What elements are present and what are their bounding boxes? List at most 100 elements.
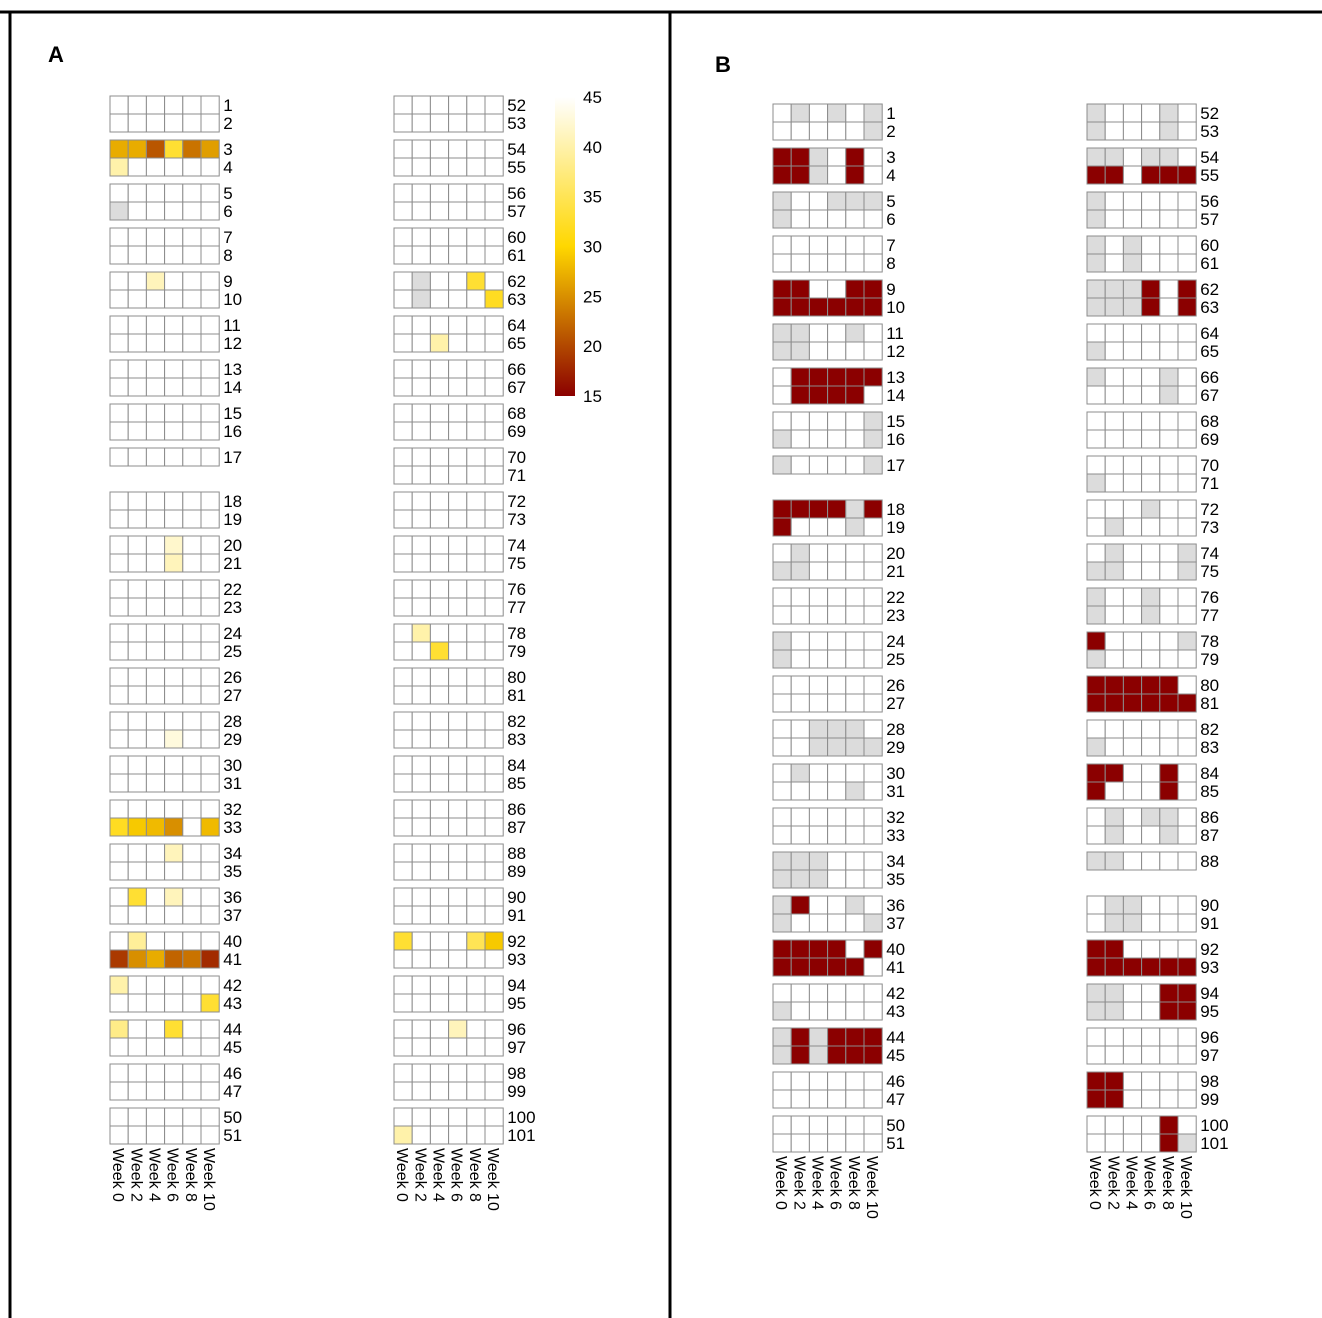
- heatmap-cell: [827, 1071, 847, 1091]
- heatmap-cell: [772, 939, 792, 959]
- row-label: 44: [223, 1020, 242, 1039]
- row-label: 93: [1200, 958, 1219, 977]
- heatmap-cell: [411, 447, 431, 467]
- heatmap-cell: [448, 553, 468, 573]
- heatmap-cell: [790, 165, 810, 185]
- heatmap-cell: [1177, 587, 1197, 607]
- heatmap-cell: [1159, 1001, 1179, 1021]
- heatmap-cell: [1122, 693, 1143, 713]
- heatmap-cell: [393, 1037, 413, 1057]
- heatmap-cell: [200, 905, 220, 925]
- heatmap-cell: [164, 447, 184, 467]
- heatmap-cell: [827, 191, 847, 211]
- heatmap-cell: [863, 869, 883, 889]
- heatmap-cell: [808, 235, 829, 255]
- column-label: Week 0: [1086, 1156, 1103, 1210]
- heatmap-cell: [1104, 517, 1124, 537]
- heatmap-cell: [448, 931, 468, 951]
- row-label: 54: [507, 140, 526, 159]
- row-label: 83: [507, 730, 526, 749]
- heatmap-cell: [1086, 1089, 1106, 1109]
- heatmap-cell: [145, 491, 166, 511]
- heatmap-cell: [164, 755, 184, 775]
- heatmap-cell: [484, 1107, 504, 1127]
- row-label: 9: [886, 280, 895, 299]
- heatmap-cell: [827, 411, 847, 431]
- row-label: 83: [1200, 738, 1219, 757]
- heatmap-cell: [109, 843, 129, 863]
- heatmap-cell: [429, 1081, 450, 1101]
- heatmap-cell: [827, 543, 847, 563]
- heatmap-cell: [429, 447, 450, 467]
- heatmap-cell: [411, 289, 431, 309]
- heatmap-cell: [1177, 517, 1197, 537]
- row-label: 68: [1200, 412, 1219, 431]
- heatmap-cell: [772, 165, 792, 185]
- row-label: 41: [223, 950, 242, 969]
- heatmap-cell: [1086, 737, 1106, 757]
- heatmap-cell: [808, 649, 829, 669]
- row-label: 96: [507, 1020, 526, 1039]
- heatmap-cell: [845, 587, 865, 607]
- heatmap-cell: [200, 579, 220, 599]
- heatmap-cell: [863, 121, 883, 141]
- heatmap-cell: [1104, 473, 1124, 493]
- heatmap-cell: [393, 861, 413, 881]
- heatmap-cell: [1177, 1001, 1197, 1021]
- heatmap-cell: [1141, 367, 1161, 387]
- column-label: Week 2: [790, 1156, 807, 1210]
- heatmap-cell: [1159, 121, 1179, 141]
- heatmap-cell: [393, 139, 413, 159]
- row-label: 40: [886, 940, 905, 959]
- row-label: 93: [507, 950, 526, 969]
- heatmap-cell: [863, 367, 883, 387]
- heatmap-cell: [863, 1115, 883, 1135]
- heatmap-cell: [109, 799, 129, 819]
- heatmap-cell: [790, 209, 810, 229]
- heatmap-cell: [429, 491, 450, 511]
- row-label: 43: [223, 994, 242, 1013]
- heatmap-cell: [200, 491, 220, 511]
- heatmap-cell: [790, 631, 810, 651]
- heatmap-cell: [1122, 191, 1143, 211]
- heatmap-cell: [808, 781, 829, 801]
- heatmap-cell: [109, 139, 129, 159]
- heatmap-cell: [164, 773, 184, 793]
- row-label: 90: [1200, 896, 1219, 915]
- heatmap-cell: [863, 1027, 883, 1047]
- heatmap-cell: [790, 103, 810, 123]
- heatmap-cell: [164, 113, 184, 133]
- heatmap-cell: [845, 807, 865, 827]
- heatmap-cell: [448, 491, 468, 511]
- heatmap-cell: [863, 499, 883, 519]
- heatmap-cell: [484, 227, 504, 247]
- heatmap-cell: [164, 887, 184, 907]
- heatmap-cell: [200, 315, 220, 335]
- heatmap-cell: [182, 685, 202, 705]
- heatmap-cell: [772, 631, 792, 651]
- heatmap-cell: [393, 905, 413, 925]
- heatmap-cell: [1104, 631, 1124, 651]
- heatmap-cell: [1177, 103, 1197, 123]
- heatmap-cell: [393, 315, 413, 335]
- colorbar-tick-label: 30: [583, 238, 602, 257]
- heatmap-cell: [448, 271, 468, 291]
- heatmap-cell: [429, 729, 450, 749]
- heatmap-cell: [164, 597, 184, 617]
- heatmap-cell: [109, 667, 129, 687]
- column-label: Week 4: [430, 1148, 447, 1202]
- row-label: 81: [1200, 694, 1219, 713]
- row-label: 28: [886, 720, 905, 739]
- heatmap-cell: [845, 561, 865, 581]
- heatmap-cell: [145, 1125, 166, 1145]
- heatmap-cell: [448, 1019, 468, 1039]
- heatmap-cell: [1086, 121, 1106, 141]
- heatmap-cell: [429, 843, 450, 863]
- heatmap-cell: [429, 1125, 450, 1145]
- heatmap-cell: [466, 949, 486, 969]
- heatmap-cell: [1177, 411, 1197, 431]
- heatmap-cell: [1141, 631, 1161, 651]
- heatmap-cell: [1141, 781, 1161, 801]
- row-label: 89: [507, 862, 526, 881]
- heatmap-cell: [393, 799, 413, 819]
